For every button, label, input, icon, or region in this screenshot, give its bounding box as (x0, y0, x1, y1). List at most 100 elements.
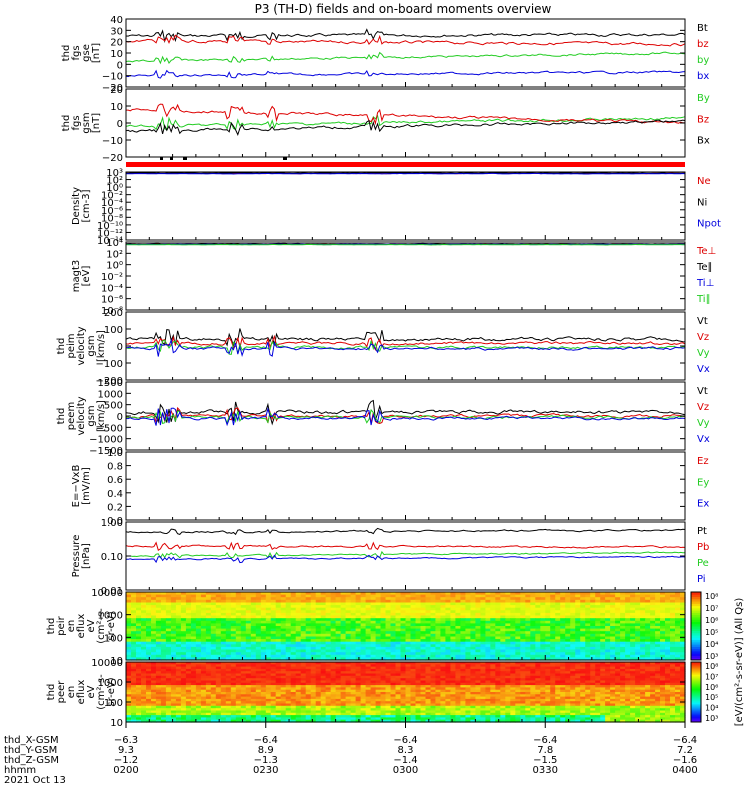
spectrogram-cell (515, 615, 521, 619)
spectrogram-cell (675, 610, 681, 614)
spectrogram-cell (470, 668, 476, 672)
spectrogram-cell (385, 654, 392, 658)
spectrogram-cell (385, 678, 392, 682)
spectrogram-cell (355, 597, 362, 601)
spectrogram-cell (335, 620, 342, 624)
spectrogram-cell (390, 649, 397, 653)
spectrogram-cell (515, 657, 521, 661)
spectrogram-cell (220, 602, 227, 606)
spectrogram-cell (665, 633, 671, 637)
spectrogram-cell (160, 646, 167, 651)
spectrogram-cell (240, 689, 247, 693)
spectrogram-cell (520, 618, 526, 622)
spectrogram-cell (655, 668, 661, 672)
spectrogram-cell (210, 689, 217, 693)
spectrogram-cell (305, 626, 312, 630)
spectrogram-cell (495, 671, 501, 675)
spectrogram-cell (141, 675, 147, 679)
spectrogram-cell (585, 675, 591, 679)
spectrogram-cell (131, 654, 137, 658)
spectrogram-cell (520, 631, 526, 635)
spectrogram-cell (680, 597, 686, 601)
spectrogram-cell (405, 610, 412, 614)
spectrogram-cell (400, 671, 407, 675)
legend-entry-Vt: Vt (697, 316, 708, 327)
spectrogram-cell (485, 649, 491, 653)
spectrogram-cell (480, 641, 486, 645)
spectrogram-cell (185, 605, 192, 609)
spectrogram-cell (605, 675, 611, 679)
spectrogram-cell (520, 623, 526, 627)
spectrogram-cell (165, 610, 172, 614)
spectrogram-cell (260, 689, 267, 693)
spectrogram-cell (555, 668, 561, 672)
spectrogram-cell (570, 644, 576, 648)
spectrogram-cell (450, 607, 456, 611)
spectrogram-cell (575, 692, 581, 695)
spectrogram-cell (131, 668, 137, 672)
spectrogram-cell (600, 592, 606, 596)
spectrogram-cell (190, 692, 197, 695)
y-tick-label: 10⁻¹⁰ (97, 221, 123, 232)
spectrogram-cell (395, 644, 402, 648)
spectrogram-cell (270, 657, 277, 661)
spectrogram-cell (141, 626, 147, 630)
spectrogram-cell (575, 641, 581, 645)
spectrogram-cell (395, 675, 402, 679)
spectrogram-cell (400, 682, 407, 686)
spectrogram-cell (395, 620, 402, 624)
spectrogram-cell (185, 671, 192, 675)
spectrogram-cell (445, 605, 451, 609)
spectrogram-cell (575, 649, 581, 653)
spectrogram-cell (555, 664, 561, 668)
spectrogram-cell (170, 657, 177, 661)
spectrogram-cell (575, 594, 581, 598)
spectrogram-cell (620, 626, 626, 630)
spectrogram-cell (225, 626, 232, 630)
spectrogram-cell (575, 682, 581, 686)
spectrogram-cell (325, 664, 332, 668)
spectrogram-cell (470, 605, 476, 609)
spectrogram-cell (435, 602, 441, 606)
spectrogram-cell (230, 628, 237, 632)
spectrogram-cell (295, 615, 302, 619)
y-tick-label: 10000 (91, 588, 123, 599)
spectrogram-cell (305, 631, 312, 635)
spectrogram-cell (180, 673, 187, 677)
spectrogram-cell (410, 682, 417, 686)
spectrogram-cell (205, 602, 212, 606)
spectrogram-cell (146, 607, 152, 611)
spectrogram-cell (680, 615, 686, 619)
spectrogram-cell (375, 689, 382, 693)
spectrogram-cell (545, 592, 551, 596)
spectrogram-cell (635, 626, 641, 630)
spectrogram-cell (665, 599, 671, 603)
spectrogram-cell (175, 628, 182, 632)
spectrogram-cell (370, 618, 377, 622)
spectrogram-cell (640, 628, 646, 632)
spectrogram-cell (185, 662, 192, 665)
spectrogram-cell (415, 631, 422, 635)
spectrogram-cell (270, 639, 277, 643)
spectrogram-cell (680, 607, 686, 611)
spectrogram-cell (380, 641, 387, 645)
spectrogram-cell (160, 602, 167, 606)
spectrogram-cell (430, 618, 437, 622)
spectrogram-cell (635, 618, 641, 622)
spectrogram-cell (415, 636, 422, 640)
spectrogram-cell (255, 594, 262, 598)
spectrogram-cell (385, 641, 392, 645)
spectrogram-cell (205, 631, 212, 635)
spectrogram-cell (525, 664, 531, 668)
spectrogram-cell (230, 623, 237, 627)
spectrogram-cell (680, 599, 686, 603)
spectrogram-cell (525, 673, 531, 677)
spectrogram-cell (310, 689, 317, 693)
spectrogram-cell (345, 644, 352, 648)
spectrogram-cell (345, 620, 352, 624)
spectrogram-cell (225, 646, 232, 651)
spectrogram-cell (605, 631, 611, 635)
spectrogram-cell (345, 597, 352, 601)
spectrogram-cell (485, 654, 491, 658)
spectrogram-cell (205, 652, 212, 656)
